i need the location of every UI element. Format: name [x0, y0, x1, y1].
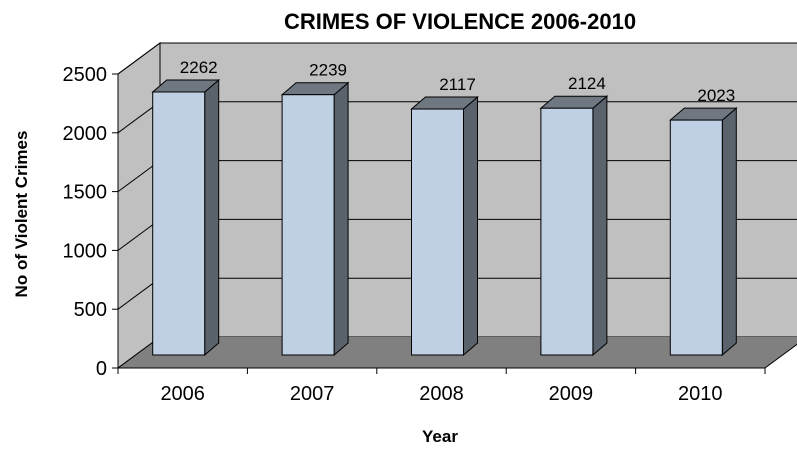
axes: [112, 73, 797, 374]
data-label: 2262: [180, 58, 218, 77]
data-labels: 2262 2239 2117 2124 2023: [180, 58, 735, 105]
data-label: 2023: [697, 86, 735, 105]
bar: [540, 107, 594, 356]
bar: [152, 91, 206, 356]
bar-side: [463, 95, 478, 357]
y-tick-label: 2000: [63, 123, 108, 145]
y-axis-label: No of Violent Crimes: [12, 131, 31, 298]
x-tick-label: 2007: [290, 383, 335, 405]
bar: [411, 108, 464, 356]
bars: [151, 78, 738, 357]
bar-side: [592, 95, 608, 357]
x-tick-label: 2009: [549, 383, 594, 405]
chart-title: CRIMES OF VIOLENCE 2006-2010: [284, 9, 636, 34]
side-gridline: [117, 42, 161, 75]
bar-group: [280, 81, 350, 357]
bar: [281, 94, 335, 356]
x-axis-label: Year: [422, 427, 458, 446]
y-tick-label: 1500: [63, 182, 108, 204]
data-label: 2124: [568, 74, 606, 93]
bar-group: [668, 107, 738, 357]
y-tick-label: 1000: [63, 240, 108, 262]
floor-edge: [764, 343, 797, 369]
bar-group: [539, 95, 609, 357]
y-tick-label: 0: [96, 358, 107, 380]
bar-group: [410, 95, 479, 357]
data-label: 2117: [439, 75, 476, 94]
bar-side: [721, 107, 737, 357]
x-tick-label: 2006: [160, 383, 205, 405]
bar-side: [333, 81, 349, 357]
x-tick-label: 2008: [419, 383, 464, 405]
y-tick-label: 2500: [63, 64, 108, 86]
x-tick-labels: 2006 2007 2008 2009 2010: [160, 383, 722, 405]
bar: [669, 119, 723, 356]
bar-group: [151, 78, 221, 357]
bar-side: [204, 78, 220, 357]
y-tick-labels: 0 500 1000 1500 2000 2500: [63, 64, 108, 380]
y-tick-label: 500: [74, 299, 107, 321]
x-tick-label: 2010: [678, 383, 723, 405]
data-label: 2239: [309, 61, 347, 80]
